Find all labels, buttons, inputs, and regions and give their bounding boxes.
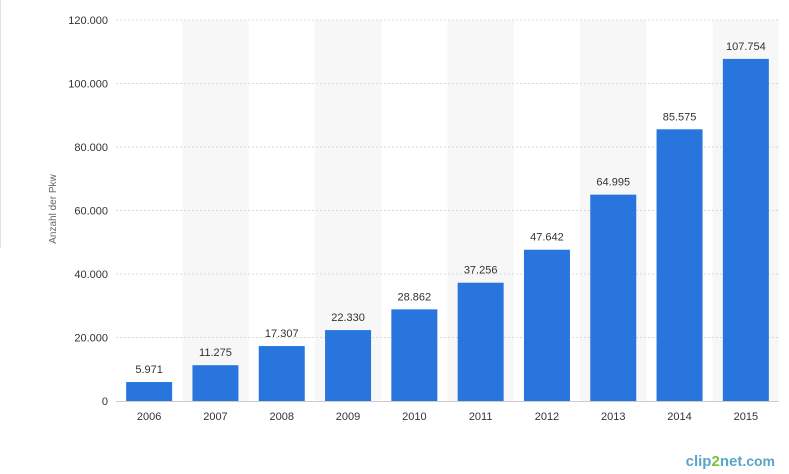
x-tick-label: 2007 xyxy=(203,411,227,423)
bar-2015[interactable] xyxy=(722,58,769,402)
watermark-part1: clip xyxy=(685,453,712,470)
data-label-2012: 47.642 xyxy=(530,232,564,244)
y-tick-label: 40.000 xyxy=(74,269,108,281)
data-label-2011: 37.256 xyxy=(464,265,498,277)
data-label-2008: 17.307 xyxy=(265,328,299,340)
bar-2008[interactable] xyxy=(258,346,305,401)
bar-2009[interactable] xyxy=(325,330,372,401)
data-label-2006: 5.971 xyxy=(135,364,163,376)
x-axis-ticks: 2006 2007 2008 2009 2010 2011 2012 2013 2014 2015 xyxy=(137,411,758,423)
y-tick-label: 0 xyxy=(102,396,108,408)
x-tick-label: 2010 xyxy=(402,411,426,423)
x-tick-label: 2011 xyxy=(469,411,493,423)
bar-2011[interactable] xyxy=(457,282,504,401)
data-label-2007: 11.275 xyxy=(199,347,232,359)
x-tick-label: 2014 xyxy=(667,411,691,423)
data-label-2009: 22.330 xyxy=(331,312,365,324)
bar-2010[interactable] xyxy=(391,309,438,401)
x-tick-label: 2006 xyxy=(137,411,161,423)
x-tick-label: 2015 xyxy=(734,411,758,423)
y-tick-label: 120.000 xyxy=(68,15,108,27)
y-tick-label: 80.000 xyxy=(74,142,108,154)
y-axis-label: Anzahl der Pkw xyxy=(48,173,59,243)
bar-2013[interactable] xyxy=(590,194,637,401)
watermark-part2: 2 xyxy=(711,453,720,470)
bar-2007[interactable] xyxy=(192,365,239,401)
x-tick-label: 2008 xyxy=(270,411,294,423)
y-tick-label: 100.000 xyxy=(68,79,108,91)
x-tick-label: 2013 xyxy=(601,411,625,423)
left-edge-rule xyxy=(0,0,1,248)
bar-2014[interactable] xyxy=(656,129,703,401)
bar-2006[interactable] xyxy=(126,382,173,401)
x-tick-label: 2012 xyxy=(535,411,559,423)
bars xyxy=(126,58,769,402)
y-tick-label: 60.000 xyxy=(74,206,108,218)
x-tick-label: 2009 xyxy=(336,411,360,423)
bar-2012[interactable] xyxy=(523,249,570,401)
watermark-part4: .com xyxy=(742,453,775,469)
data-labels: 5.971 11.275 17.307 22.330 28.862 37.256 47.64… xyxy=(135,41,765,376)
data-label-2014: 85.575 xyxy=(663,111,697,123)
y-tick-label: 20.000 xyxy=(74,333,108,345)
data-label-2013: 64.995 xyxy=(596,177,630,189)
clip2net-watermark: clip2net.com xyxy=(686,453,775,470)
data-label-2015: 107.754 xyxy=(726,41,766,53)
watermark-part3: net xyxy=(719,453,743,470)
data-label-2010: 28.862 xyxy=(398,291,432,303)
y-axis-ticks: 0 20.000 40.000 60.000 80.000 100.000 120.000 xyxy=(68,15,108,408)
